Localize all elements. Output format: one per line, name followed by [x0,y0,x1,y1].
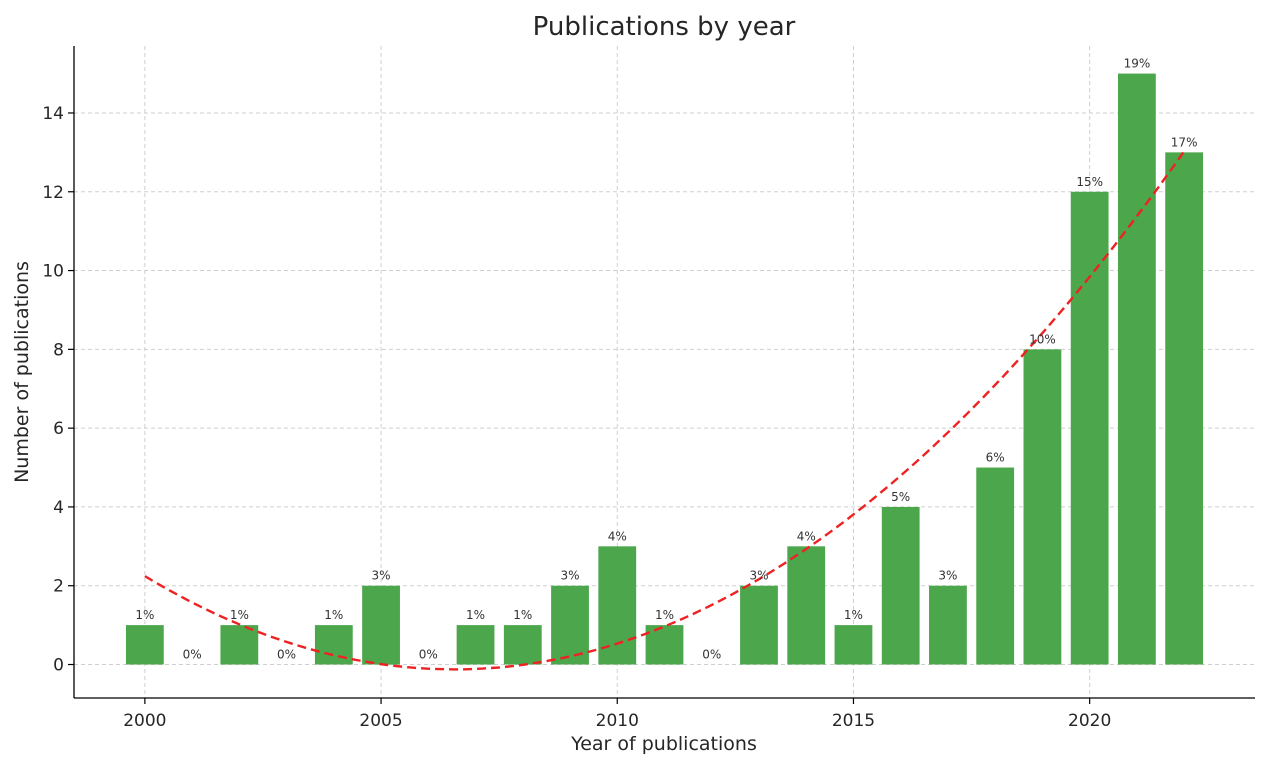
y-tick-label: 12 [42,183,64,203]
bar-percent-label: 19% [1124,57,1151,71]
bar-percent-label: 3% [372,569,391,583]
bar [503,625,542,665]
bar-percent-label: 10% [1029,332,1056,346]
y-ticks: 0 2 4 6 8 10 12 14 [42,104,74,676]
y-tick-label: 2 [53,577,64,597]
bar-percent-label: 4% [797,529,816,543]
x-axis-label: Year of publications [570,733,757,755]
bar-percent-label: 3% [749,569,768,583]
bar-percent-label: 1% [324,608,343,622]
bar-percent-label: 1% [513,608,532,622]
x-tick-label: 2020 [1068,711,1111,731]
x-tick-label: 2015 [832,711,875,731]
bar-percent-label: 3% [938,569,957,583]
bars [125,73,1204,665]
bar-percent-label: 1% [844,608,863,622]
bar-percent-label: 1% [655,608,674,622]
bar-percent-label: 1% [230,608,249,622]
bar [881,506,920,665]
x-tick-label: 2000 [123,711,166,731]
bar-percent-label: 1% [135,608,154,622]
bar-percent-label: 3% [560,569,579,583]
y-tick-label: 10 [42,262,64,282]
trend-line [144,150,1186,671]
bar-percent-label: 0% [702,648,721,662]
bar-percent-label: 6% [986,451,1005,465]
bar [929,585,967,665]
bar-percent-label: 15% [1076,175,1103,189]
bar [362,585,400,665]
bar [645,625,684,665]
bar [1118,73,1156,665]
percent-labels: 1% 0% 1% 0% 1% 3% 0% 1% 1% 3% 4% 1% 0% 3% 4% 1% 5% 3% 6% 10… [135,57,1197,662]
bar [740,585,778,665]
bar-percent-label: 0% [183,648,202,662]
bar [125,625,164,665]
bar [314,625,353,665]
bar [976,467,1015,665]
bar [1165,152,1204,665]
bar-percent-label: 1% [466,608,485,622]
bar [551,585,589,665]
bar-percent-label: 0% [277,648,296,662]
bar-percent-label: 5% [891,490,910,504]
chart-title: Publications by year [533,12,796,42]
bar [834,625,873,665]
bar-percent-label: 4% [608,529,627,543]
trend [144,150,1186,671]
x-tick-label: 2010 [596,711,639,731]
bar [220,625,259,665]
bar [787,546,826,665]
x-ticks: 2000 2005 2010 2015 2020 [123,698,1111,731]
x-tick-label: 2005 [359,711,402,731]
axes [73,46,1255,699]
bar-percent-label: 17% [1171,135,1198,149]
bar [1070,191,1109,665]
y-tick-label: 0 [53,656,64,676]
y-tick-label: 4 [53,498,64,518]
y-tick-label: 8 [53,340,64,360]
bar [1023,349,1062,665]
y-tick-label: 14 [42,104,64,124]
bar [456,625,495,665]
y-tick-label: 6 [53,419,64,439]
y-axis-label: Number of publications [11,261,33,483]
bar-percent-label: 0% [419,648,438,662]
